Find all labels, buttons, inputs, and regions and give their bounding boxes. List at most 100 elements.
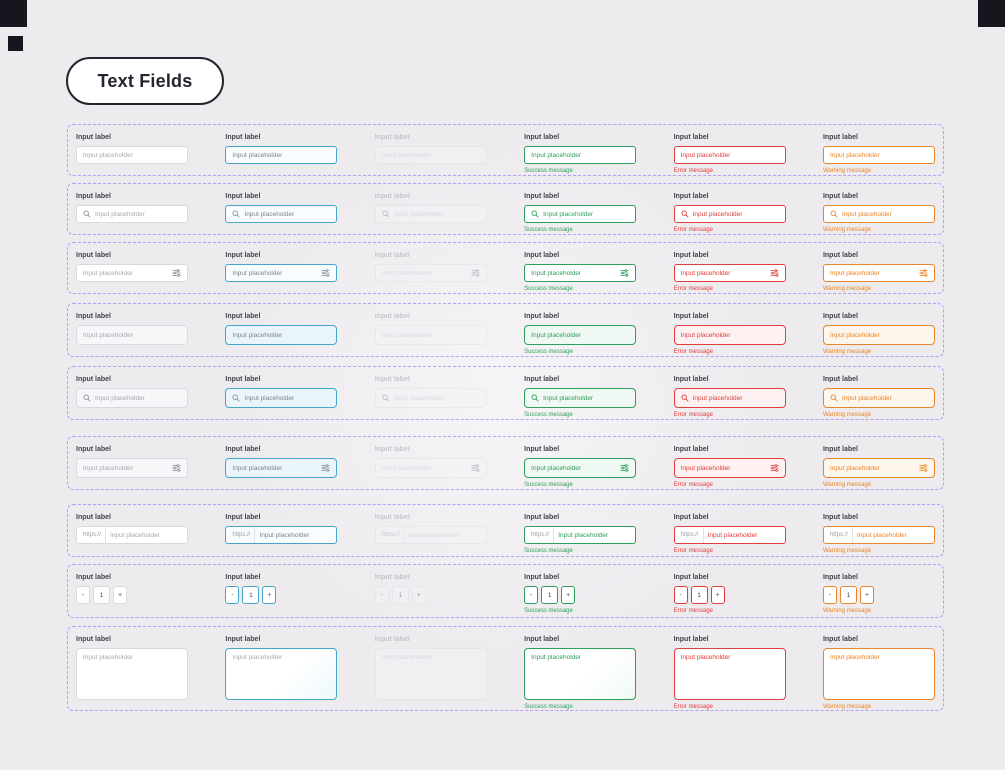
text-input[interactable] (232, 464, 318, 472)
sliders-icon[interactable] (471, 269, 480, 277)
stepper-minus-button: - (374, 586, 389, 604)
input-label: Input label (76, 252, 111, 259)
text-input[interactable] (558, 531, 630, 539)
text-input[interactable] (543, 394, 630, 402)
text-input[interactable] (680, 269, 766, 277)
text-input[interactable] (692, 210, 779, 218)
text-field (225, 325, 338, 345)
text-input[interactable] (543, 210, 630, 218)
sliders-icon[interactable] (919, 269, 928, 277)
text-input[interactable] (841, 394, 928, 402)
field-cell-text-prefix-focus: Input label https:// (225, 514, 338, 556)
text-input[interactable] (531, 269, 617, 277)
text-input[interactable] (95, 210, 181, 218)
sliders-icon[interactable] (620, 269, 629, 277)
field-cell-stepper-default: Input label-+ (76, 574, 188, 617)
success-message: Success message (524, 412, 573, 418)
text-input[interactable] (83, 331, 181, 339)
text-input[interactable] (680, 331, 779, 339)
stepper-plus-button[interactable]: + (561, 586, 576, 604)
field-cell-text-focus: Input label (225, 313, 338, 356)
stepper-minus-button[interactable]: - (76, 586, 90, 604)
stepper-plus-button[interactable]: + (262, 586, 277, 604)
textarea-input[interactable] (822, 648, 935, 700)
text-input[interactable] (680, 464, 766, 472)
input-label: Input label (225, 514, 261, 521)
page-title: Text Fields (97, 70, 193, 91)
text-input[interactable] (83, 151, 181, 159)
text-input[interactable] (829, 464, 915, 472)
text-input[interactable] (829, 331, 928, 339)
error-message: Error message (673, 482, 713, 488)
success-message: Success message (524, 286, 573, 292)
stepper-minus-button[interactable]: - (524, 586, 539, 604)
sliders-icon[interactable] (172, 464, 181, 472)
stepper-field: -+ (673, 586, 725, 604)
text-input (381, 151, 480, 159)
sliders-icon[interactable] (321, 269, 330, 277)
sliders-icon[interactable] (770, 269, 779, 277)
stepper-minus-button[interactable]: - (225, 586, 240, 604)
stepper-value-input[interactable] (242, 586, 260, 604)
field-cell-text-success: Input label Success message (524, 134, 637, 175)
stepper-minus-button[interactable]: - (822, 586, 837, 604)
textarea-input[interactable] (76, 648, 188, 700)
input-label: Input label (524, 252, 560, 259)
text-input[interactable] (707, 531, 779, 539)
text-input[interactable] (95, 394, 181, 402)
url-prefix: https:// (232, 532, 251, 538)
text-input[interactable] (531, 151, 630, 159)
sliders-icon[interactable] (770, 464, 779, 472)
text-input[interactable] (244, 210, 331, 218)
input-label: Input label (673, 134, 709, 141)
text-input[interactable] (856, 531, 928, 539)
textarea-input[interactable] (225, 648, 338, 700)
text-input[interactable] (232, 151, 331, 159)
sliders-icon[interactable] (471, 464, 480, 472)
text-input[interactable] (232, 331, 331, 339)
stepper-value-input[interactable] (93, 586, 110, 604)
field-cell-stepper-focus: Input label-+ (225, 574, 337, 617)
input-label: Input label (673, 514, 709, 521)
stepper-value-input[interactable] (541, 586, 559, 604)
text-input[interactable] (680, 151, 779, 159)
text-input[interactable] (531, 464, 617, 472)
stepper-plus-button[interactable]: + (859, 586, 874, 604)
sliders-icon[interactable] (321, 464, 330, 472)
text-field: https:// (225, 526, 338, 544)
stepper-plus-button[interactable]: + (113, 586, 127, 604)
prefix-divider (851, 527, 853, 543)
stepper-minus-button[interactable]: - (673, 586, 688, 604)
input-label: Input label (76, 313, 111, 320)
textarea-input[interactable] (673, 648, 786, 700)
text-input[interactable] (83, 269, 168, 277)
text-input[interactable] (841, 210, 928, 218)
text-input[interactable] (829, 269, 915, 277)
text-input[interactable] (83, 464, 168, 472)
stepper-value-input[interactable] (690, 586, 708, 604)
sliders-icon[interactable] (172, 269, 181, 277)
sliders-icon[interactable] (919, 464, 928, 472)
input-label: Input label (822, 134, 858, 141)
text-field: https:// (822, 526, 935, 544)
success-message: Success message (524, 168, 573, 174)
text-input (408, 531, 480, 539)
text-input[interactable] (110, 531, 181, 539)
corner-mark-top-right (978, 0, 1005, 27)
text-input[interactable] (259, 531, 331, 539)
stepper-plus-button[interactable]: + (710, 586, 725, 604)
text-field (673, 205, 786, 223)
text-input[interactable] (531, 331, 630, 339)
input-label: Input label (225, 252, 261, 259)
text-input[interactable] (829, 151, 928, 159)
field-cell-text-search-success: Input label Success message (524, 376, 637, 419)
sliders-icon[interactable] (620, 464, 629, 472)
text-field (524, 146, 637, 164)
textarea-input[interactable] (524, 648, 637, 700)
text-input[interactable] (244, 394, 331, 402)
text-field (374, 205, 487, 223)
text-input[interactable] (232, 269, 318, 277)
stepper-value-input[interactable] (839, 586, 857, 604)
text-input[interactable] (692, 394, 779, 402)
